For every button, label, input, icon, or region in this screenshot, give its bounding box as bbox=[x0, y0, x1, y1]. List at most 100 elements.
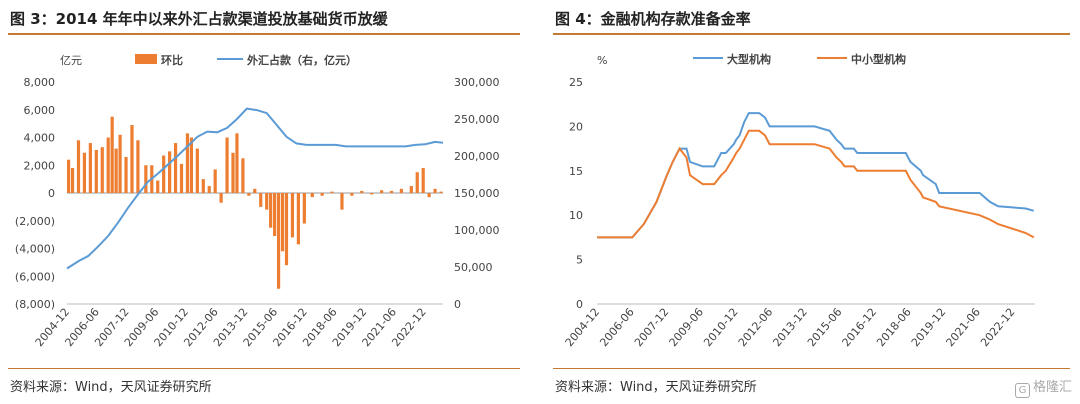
y-tick-label-right: 150,000 bbox=[454, 187, 500, 200]
bar bbox=[179, 163, 184, 193]
bar bbox=[302, 193, 306, 224]
bar bbox=[350, 193, 354, 196]
series-line-large bbox=[597, 112, 1035, 239]
x-tick-label: 2007-12 bbox=[632, 306, 672, 350]
bar bbox=[421, 168, 425, 193]
bar bbox=[269, 193, 273, 228]
bar bbox=[235, 133, 239, 193]
bar bbox=[70, 168, 75, 193]
y-tick-label: 0 bbox=[576, 298, 583, 311]
bar bbox=[130, 125, 134, 193]
y-tick-label-right: 200,000 bbox=[454, 150, 500, 163]
bar bbox=[136, 140, 140, 193]
x-tick-label: 2004-12 bbox=[563, 306, 603, 350]
chart-title: 图 4：金融机构存款准备金率 bbox=[555, 10, 751, 28]
y-tick-label-right: 0 bbox=[454, 298, 461, 311]
bar bbox=[273, 193, 277, 237]
y-tick-label-left: 6,000 bbox=[24, 104, 56, 117]
x-tick-label: 2019-12 bbox=[909, 306, 949, 350]
bar bbox=[399, 188, 403, 193]
series-line bbox=[66, 107, 444, 270]
x-tick-label: 2009-06 bbox=[667, 306, 707, 350]
watermark-logo-icon: G bbox=[1014, 383, 1030, 398]
bar bbox=[110, 116, 114, 193]
legend-label-large: 大型机构 bbox=[727, 52, 771, 66]
source-note: 资料来源：Wind，天风证券研究所 bbox=[10, 380, 212, 395]
bar bbox=[259, 193, 263, 207]
x-tick-label: 2013-12 bbox=[770, 306, 810, 350]
x-tick-label: 2010-12 bbox=[701, 306, 741, 350]
chart-title: 图 3：2014 年年中以来外汇占款渠道投放基础货币放缓 bbox=[10, 10, 388, 28]
bar bbox=[88, 143, 92, 193]
source-note: 资料来源：Wind，天风证券研究所 bbox=[555, 380, 757, 395]
bar bbox=[330, 191, 334, 193]
bar bbox=[415, 172, 419, 193]
bar bbox=[207, 186, 211, 193]
bar bbox=[213, 169, 217, 193]
bar bbox=[201, 179, 205, 193]
bar bbox=[144, 165, 148, 193]
bar bbox=[106, 137, 110, 193]
bar bbox=[247, 193, 251, 196]
chart-panel-right: 图 4：金融机构存款准备金率 % 大型机构 中小型机构 25 20 15 10 5 0 2004-… bbox=[545, 0, 1080, 404]
y-tick-label-left: 0 bbox=[48, 187, 55, 200]
y-tick-label-left: (6,000) bbox=[15, 270, 55, 283]
y-tick-label-left: (4,000) bbox=[15, 243, 55, 256]
watermark: G 格隆汇 bbox=[1014, 376, 1072, 398]
chart-panel-left: 图 3：2014 年年中以来外汇占款渠道投放基础货币放缓 亿元 环比 外汇占款（右，… bbox=[0, 0, 530, 404]
y-tick-label-right: 250,000 bbox=[454, 113, 500, 126]
legend-label-line: 外汇占款（右，亿元） bbox=[246, 53, 357, 67]
y-tick-label-right: 100,000 bbox=[454, 224, 500, 237]
watermark-text: 格隆汇 bbox=[1032, 380, 1072, 395]
x-tick-label: 2022-12 bbox=[978, 306, 1018, 350]
bar bbox=[168, 151, 172, 193]
bar bbox=[320, 193, 324, 196]
bar bbox=[439, 191, 443, 193]
bar bbox=[66, 159, 71, 193]
source-divider bbox=[8, 368, 520, 369]
bar bbox=[231, 152, 235, 193]
bar bbox=[310, 193, 314, 198]
y-tick-label-left: (2,000) bbox=[15, 215, 55, 228]
bar bbox=[124, 156, 128, 193]
bar bbox=[225, 137, 229, 193]
y-axis-unit: % bbox=[597, 54, 607, 67]
legend-label-small: 中小型机构 bbox=[851, 52, 906, 66]
x-tick-label: 2012-06 bbox=[736, 306, 776, 350]
bar bbox=[114, 148, 118, 193]
y-tick-label: 15 bbox=[569, 165, 583, 178]
series-line-small bbox=[597, 129, 1035, 239]
bar bbox=[189, 137, 194, 193]
bar bbox=[265, 193, 269, 210]
y-tick-label-right: 300,000 bbox=[454, 76, 500, 89]
title-divider bbox=[553, 33, 1070, 35]
x-tick-label: 2015-06 bbox=[805, 306, 845, 350]
bar bbox=[241, 158, 245, 193]
bar bbox=[296, 193, 300, 245]
bar bbox=[340, 193, 344, 210]
bar bbox=[280, 193, 285, 252]
title-divider bbox=[8, 33, 520, 35]
bar bbox=[82, 152, 87, 193]
bar bbox=[185, 133, 190, 193]
bar bbox=[253, 188, 257, 193]
source-divider bbox=[553, 368, 1070, 369]
bar bbox=[433, 188, 437, 193]
y-tick-label-left: (8,000) bbox=[15, 298, 55, 311]
y-tick-label-left: 2,000 bbox=[24, 159, 56, 172]
bar bbox=[409, 186, 413, 193]
x-tick-label: 2016-12 bbox=[840, 306, 880, 350]
bar bbox=[389, 190, 394, 193]
x-tick-label: 2018-06 bbox=[874, 306, 914, 350]
bar bbox=[219, 193, 223, 203]
bar bbox=[118, 134, 122, 193]
bar bbox=[379, 190, 384, 193]
y-axis-unit: 亿元 bbox=[60, 54, 82, 67]
bar bbox=[290, 193, 295, 238]
bar bbox=[284, 193, 289, 266]
bar bbox=[370, 193, 374, 195]
fx-chart: 亿元 环比 外汇占款（右，亿元） 8,000 6,000 4,000 2,000 0 (2,00… bbox=[15, 53, 500, 349]
y-tick-label: 10 bbox=[569, 209, 583, 222]
bar bbox=[94, 149, 98, 193]
y-tick-label-right: 50,000 bbox=[454, 261, 493, 274]
